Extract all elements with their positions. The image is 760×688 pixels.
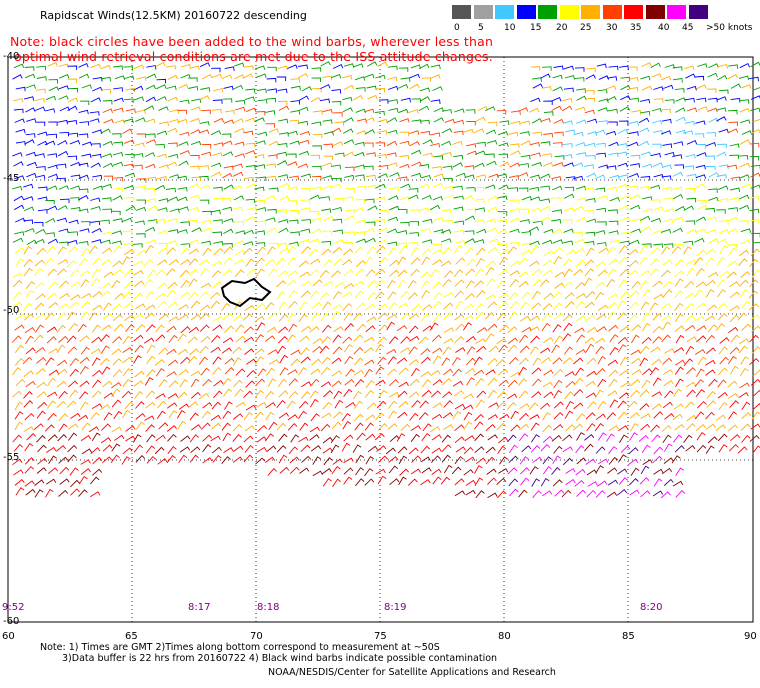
legend-label: 40 — [658, 23, 670, 33]
y-tick-50: -50 — [3, 305, 20, 316]
footer-credit: NOAA/NESDIS/Center for Satellite Applica… — [268, 667, 556, 678]
legend-swatch — [581, 5, 600, 19]
legend-swatch — [473, 5, 493, 19]
legend-label: 35 — [630, 23, 642, 33]
x-tick-65: 65 — [125, 631, 138, 642]
legend-label: 0 — [454, 23, 460, 33]
x-tick-90: 90 — [744, 631, 757, 642]
legend-swatch — [452, 5, 471, 19]
legend-swatch — [559, 5, 579, 19]
y-tick-45: -45 — [3, 173, 20, 184]
map-title: Rapidscat Winds(12.5KM) 20160722 descend… — [40, 9, 307, 22]
y-tick-55: -55 — [3, 452, 20, 463]
plot-frame — [7, 56, 754, 623]
legend-label: 20 — [556, 23, 568, 33]
footer-note-1: Note: 1) Times are GMT 2)Times along bot… — [40, 642, 440, 653]
legend-swatch — [516, 5, 536, 19]
grid-lines — [8, 57, 753, 622]
legend-label: 45 — [682, 23, 694, 33]
wind-barbs — [11, 61, 760, 499]
note-line-1: Note: black circles have been added to t… — [10, 34, 494, 49]
time-label-1: 9:52 — [2, 602, 25, 613]
legend-swatch — [624, 5, 643, 19]
x-tick-75: 75 — [374, 631, 387, 642]
legend-swatch — [667, 5, 686, 19]
time-label-2: 8:17 — [188, 602, 211, 613]
kerguelen-island — [220, 277, 272, 308]
y-tick-40: -40 — [3, 51, 20, 62]
legend-label: 30 — [606, 23, 618, 33]
legend-swatch — [538, 5, 557, 19]
note-line-2: optimal wind retrieval conditions are me… — [14, 49, 493, 64]
legend-swatch — [602, 5, 622, 19]
legend-label: 25 — [580, 23, 592, 33]
x-tick-60: 60 — [2, 631, 15, 642]
legend-label: 5 — [478, 23, 484, 33]
legend-swatch — [495, 5, 514, 19]
x-tick-70: 70 — [250, 631, 263, 642]
time-label-3: 8:18 — [257, 602, 280, 613]
time-label-4: 8:19 — [384, 602, 407, 613]
legend-label: >50 knots — [706, 23, 753, 33]
legend-swatch — [688, 5, 708, 19]
legend-swatch — [645, 5, 665, 19]
x-tick-85: 85 — [622, 631, 635, 642]
x-tick-80: 80 — [498, 631, 511, 642]
y-tick-60: -60 — [3, 616, 20, 627]
legend-label: 10 — [504, 23, 516, 33]
footer-note-2: 3)Data buffer is 22 hrs from 20160722 4)… — [62, 653, 498, 664]
time-label-5: 8:20 — [640, 602, 663, 613]
legend-label: 15 — [530, 23, 542, 33]
